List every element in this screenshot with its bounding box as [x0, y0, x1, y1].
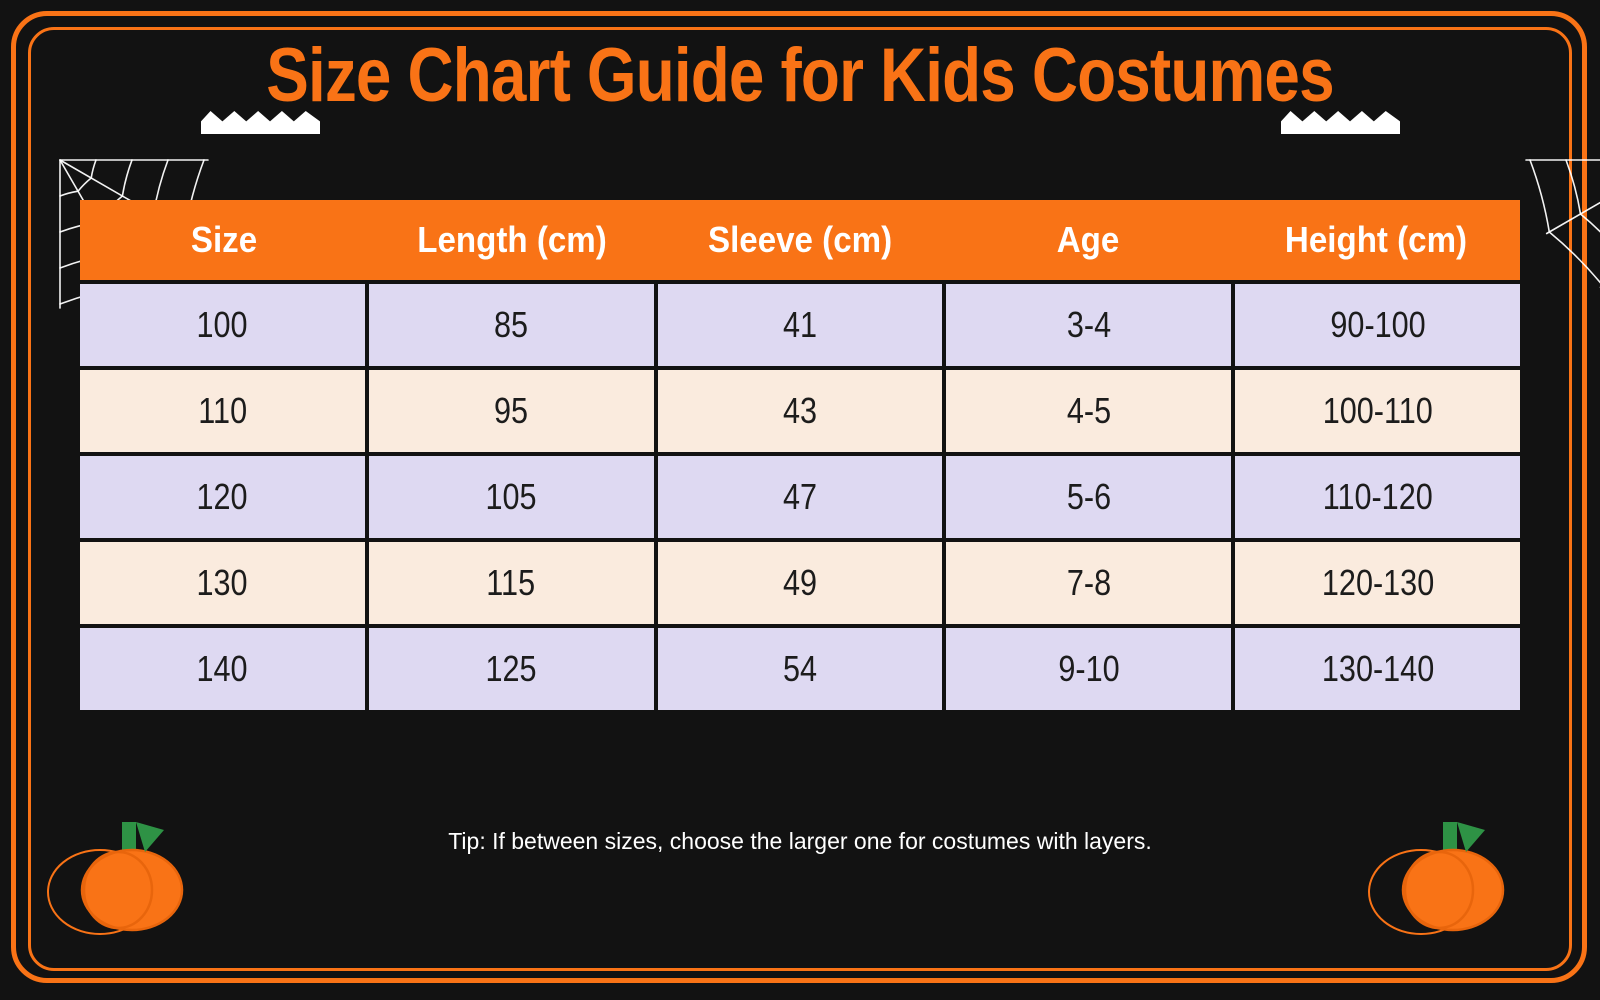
table-cell: 54 [657, 628, 943, 710]
table-cell: 90-100 [1235, 284, 1520, 366]
tip-text: Tip: If between sizes, choose the larger… [448, 828, 1152, 854]
table-cell: 105 [368, 456, 654, 538]
table-cell: 100 [80, 284, 365, 366]
column-header-length: Length (cm) [417, 219, 607, 260]
table-cell: 49 [657, 542, 943, 624]
table-cell: 100-110 [1235, 370, 1520, 452]
zigzag-banner-left [201, 111, 320, 134]
table-cell: 130 [80, 542, 365, 624]
table-cell: 95 [368, 370, 654, 452]
table-cell: 5-6 [946, 456, 1232, 538]
column-header-sleeve: Sleeve (cm) [707, 219, 893, 260]
pumpkin-icon [1368, 822, 1505, 935]
table-cell: 9-10 [946, 628, 1232, 710]
table-cell: 7-8 [946, 542, 1232, 624]
column-header-height: Height (cm) [1284, 219, 1468, 260]
table-cell: 4-5 [946, 370, 1232, 452]
table-cell: 115 [368, 542, 654, 624]
table-body: 100 85 41 3-4 90-100 110 95 43 4-5 100-1… [80, 280, 1520, 710]
table-cell: 110-120 [1235, 456, 1520, 538]
pumpkin-icon [47, 822, 184, 935]
table-cell: 43 [657, 370, 943, 452]
page-title: Size Chart Guide for Kids Costumes [266, 33, 1334, 118]
table-cell: 120-130 [1235, 542, 1520, 624]
table-cell: 3-4 [946, 284, 1232, 366]
table-cell: 130-140 [1235, 628, 1520, 710]
table-cell: 125 [368, 628, 654, 710]
table-cell: 110 [80, 370, 365, 452]
table-header-row: Size Length (cm) Sleeve (cm) Age Height … [80, 200, 1520, 280]
spider-web-icon [1525, 159, 1600, 305]
size-chart-table: Size Length (cm) Sleeve (cm) Age Height … [80, 200, 1520, 710]
column-header-age: Age [1056, 219, 1120, 260]
table-cell: 41 [657, 284, 943, 366]
table-cell: 47 [657, 456, 943, 538]
table-cell: 120 [80, 456, 365, 538]
table-cell: 140 [80, 628, 365, 710]
table-cell: 85 [368, 284, 654, 366]
column-header-size: Size [190, 219, 258, 260]
